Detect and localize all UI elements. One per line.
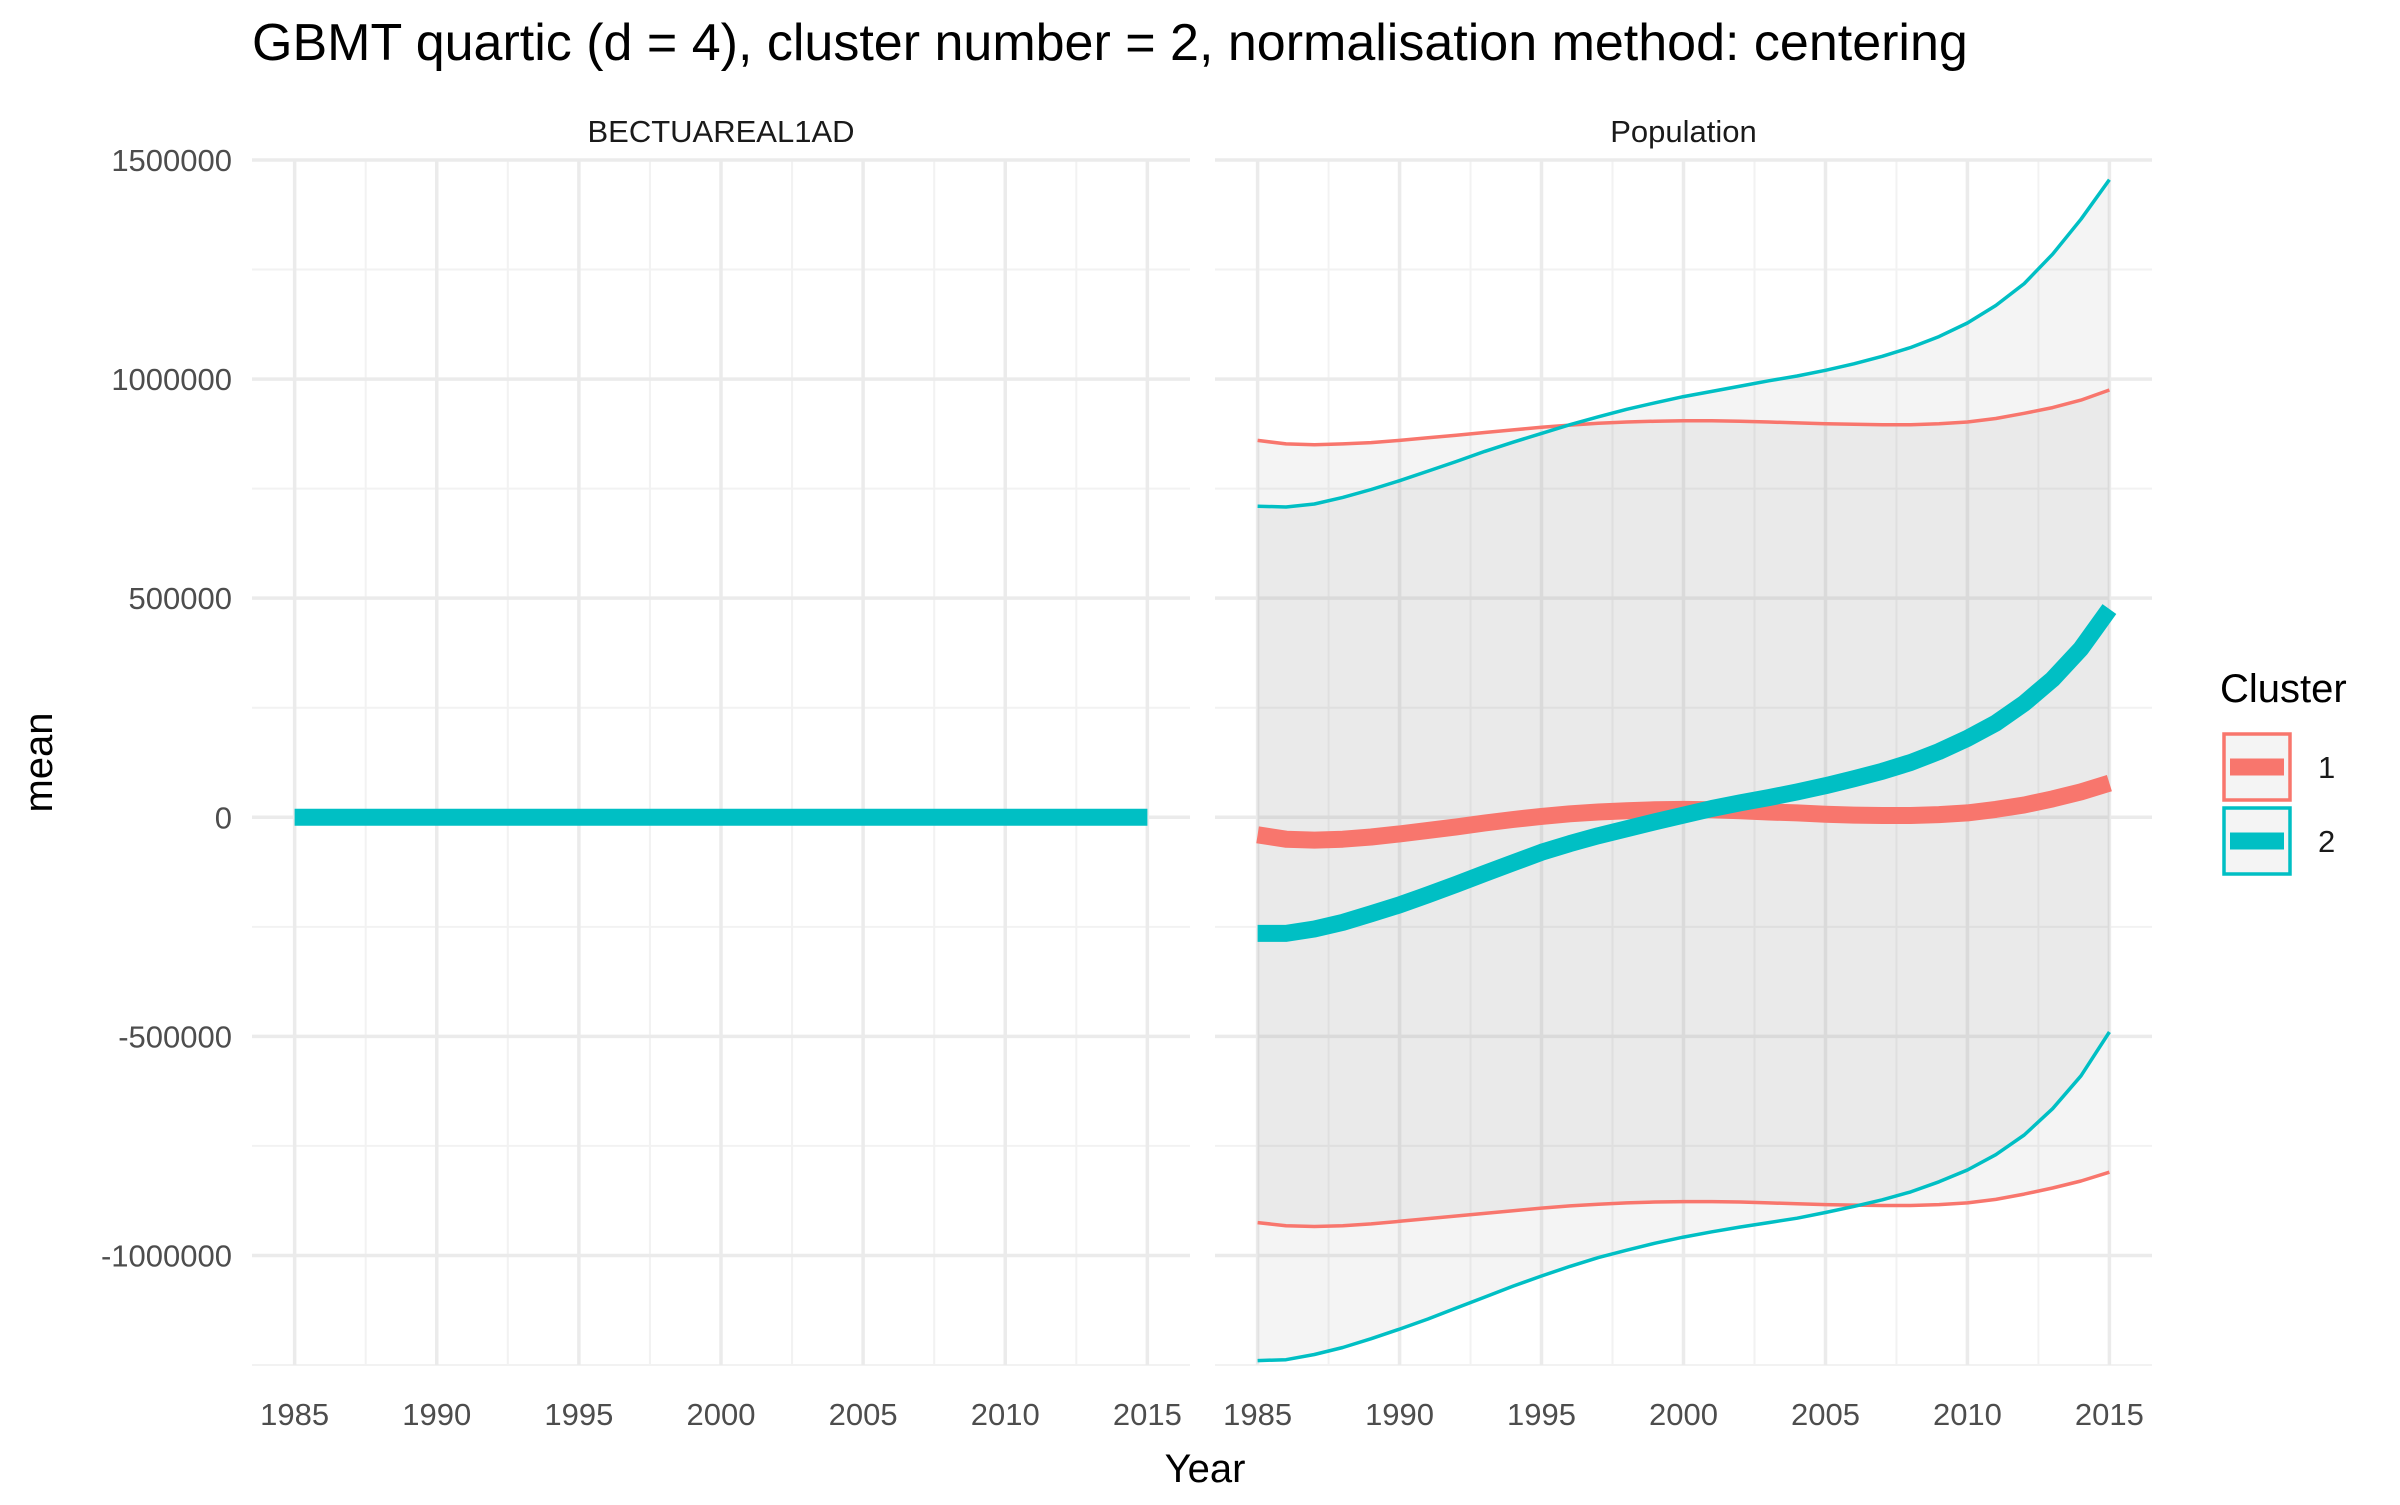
- x-tick-label: 2015: [1113, 1397, 1182, 1432]
- x-axis-title: Year: [1165, 1447, 1246, 1491]
- x-tick-label: 2005: [829, 1397, 898, 1432]
- x-tick-label: 1990: [402, 1397, 471, 1432]
- x-tick-label: 2005: [1791, 1397, 1860, 1432]
- y-tick-label: 1500000: [111, 143, 232, 178]
- x-tick-label: 1990: [1365, 1397, 1434, 1432]
- x-tick-label: 2000: [1649, 1397, 1718, 1432]
- legend-label: 2: [2318, 824, 2335, 859]
- x-tick-label: 2010: [971, 1397, 1040, 1432]
- facet-strip-label: Population: [1610, 114, 1757, 149]
- y-tick-label: 0: [215, 800, 232, 835]
- y-tick-label: 500000: [129, 581, 232, 616]
- y-tick-label: -1000000: [101, 1238, 232, 1273]
- lower-bound-line-cluster-2: [1257, 1031, 2111, 1363]
- mean-line-cluster-2: [1257, 604, 2117, 942]
- y-tick-label: -500000: [118, 1019, 232, 1054]
- legend-label: 1: [2318, 750, 2335, 785]
- confidence-band-cluster-2: [1257, 179, 2110, 1361]
- x-tick-label: 1995: [1507, 1397, 1576, 1432]
- upper-bound-line-cluster-2: [1257, 178, 2111, 509]
- x-tick-label: 1985: [260, 1397, 329, 1432]
- chart-title: GBMT quartic (d = 4), cluster number = 2…: [252, 14, 1968, 72]
- y-tick-label: 1000000: [111, 362, 232, 397]
- facet-strip-label: BECTUAREAL1AD: [587, 114, 854, 149]
- x-tick-label: 2010: [1933, 1397, 2002, 1432]
- lower-bound-line-cluster-1: [1257, 1170, 2110, 1229]
- x-tick-label: 2015: [2075, 1397, 2144, 1432]
- y-axis-title: mean: [17, 712, 61, 812]
- x-tick-label: 1985: [1223, 1397, 1292, 1432]
- upper-bound-line-cluster-1: [1257, 388, 2110, 447]
- x-tick-label: 1995: [544, 1397, 613, 1432]
- legend-title: Cluster: [2220, 667, 2347, 711]
- x-tick-label: 2000: [687, 1397, 756, 1432]
